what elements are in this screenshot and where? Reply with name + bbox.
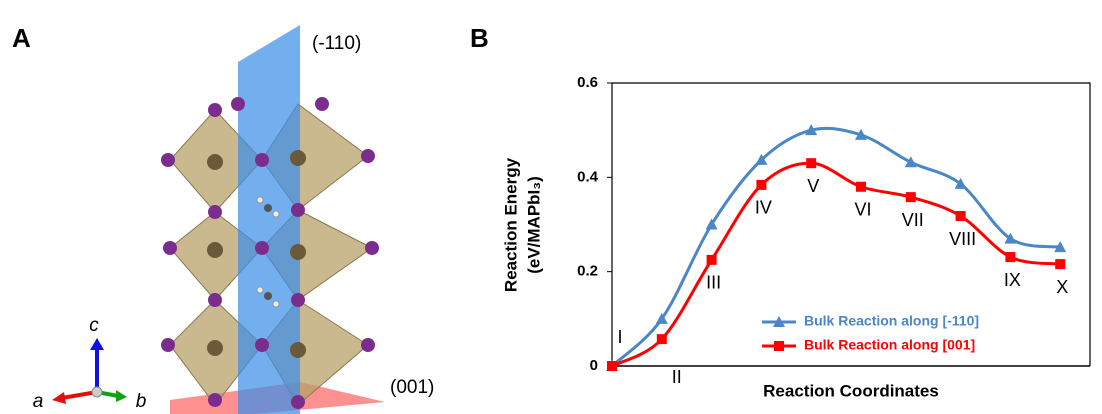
- category-label: V: [807, 176, 819, 196]
- panel-label: B: [470, 23, 489, 53]
- point: [954, 177, 967, 189]
- category-label: VI: [854, 200, 871, 220]
- panel-label: A: [12, 23, 31, 53]
- point: [756, 179, 767, 190]
- y-tick-label: 0.4: [577, 168, 599, 185]
- series-line: [610, 126, 1061, 368]
- legend-marker: [773, 316, 785, 327]
- point: [1054, 241, 1067, 253]
- atom: [365, 241, 379, 255]
- atom: [255, 241, 269, 255]
- point: [1005, 252, 1016, 263]
- a-arrow: [61, 390, 98, 400]
- molecule: [256, 196, 264, 204]
- atom: [255, 153, 269, 167]
- atom: [208, 293, 222, 307]
- category-label: VIII: [949, 229, 976, 249]
- atom: [231, 97, 245, 111]
- category-label: IV: [755, 198, 772, 218]
- point: [1004, 232, 1017, 244]
- y-axis-title: Reaction Energy: [501, 157, 520, 292]
- axis-triad: c a b: [33, 315, 147, 412]
- y-axis-title: (eV/MAPbI₃): [524, 176, 543, 274]
- point: [655, 312, 668, 324]
- atom: [161, 153, 175, 167]
- crystal-structure: [161, 25, 385, 414]
- category-label: II: [672, 367, 682, 387]
- atom: [315, 97, 329, 111]
- molecule: [256, 286, 264, 294]
- c-arrow-head: [90, 338, 104, 350]
- atom: [163, 241, 177, 255]
- atom: [208, 205, 222, 219]
- atom: [207, 340, 223, 356]
- plane-110: [238, 25, 300, 414]
- atom: [207, 242, 223, 258]
- legend-label: Bulk Reaction along [001]: [804, 337, 975, 353]
- atom: [208, 103, 222, 117]
- atom: [290, 244, 306, 260]
- atom: [361, 338, 375, 352]
- series-line: [611, 161, 1061, 368]
- b-arrow-head: [116, 390, 127, 402]
- atom: [208, 393, 222, 407]
- category-label: III: [706, 273, 721, 293]
- a-arrow-head: [52, 392, 66, 404]
- axis-label: b: [136, 391, 147, 412]
- molecule: [272, 300, 280, 308]
- x-axis-title: Reaction Coordinates: [763, 381, 939, 400]
- chart: Reaction Energy (eV/MAPbI₃) Reaction Coo…: [501, 74, 1091, 400]
- atom: [161, 338, 175, 352]
- point: [856, 181, 866, 192]
- atom: [255, 338, 269, 352]
- point: [805, 124, 818, 136]
- axis-label: a: [33, 391, 44, 412]
- atom: [361, 149, 375, 163]
- category-label: X: [1056, 277, 1068, 297]
- category-label: VII: [902, 210, 924, 230]
- plot-frame: [611, 82, 1091, 366]
- axis-label: c: [89, 315, 99, 336]
- molecule: [272, 210, 280, 218]
- point: [1055, 259, 1066, 270]
- point: [607, 361, 617, 371]
- point: [904, 156, 917, 168]
- atom: [291, 203, 305, 217]
- category-label: IX: [1004, 270, 1021, 290]
- y-tick-label: 0.6: [577, 74, 598, 91]
- y-tick-label: 0: [590, 357, 598, 374]
- molecule: [264, 204, 272, 212]
- point: [656, 334, 667, 345]
- plane-label: (-110): [312, 33, 361, 54]
- point: [706, 254, 717, 265]
- point: [955, 211, 966, 222]
- y-tick-label: 0.2: [577, 263, 598, 280]
- atom: [290, 342, 306, 358]
- point: [705, 218, 718, 230]
- point: [806, 158, 817, 169]
- legend-label: Bulk Reaction along [-110]: [804, 313, 979, 329]
- point: [755, 153, 768, 165]
- origin: [91, 386, 103, 398]
- atom: [291, 395, 305, 409]
- point: [905, 192, 916, 203]
- molecule: [264, 292, 272, 300]
- atom: [207, 154, 223, 170]
- category-label: I: [617, 327, 622, 347]
- plane-label: (001): [390, 377, 434, 398]
- atom: [290, 150, 306, 166]
- point: [855, 128, 867, 140]
- atom: [291, 293, 305, 307]
- legend-marker: [774, 341, 784, 351]
